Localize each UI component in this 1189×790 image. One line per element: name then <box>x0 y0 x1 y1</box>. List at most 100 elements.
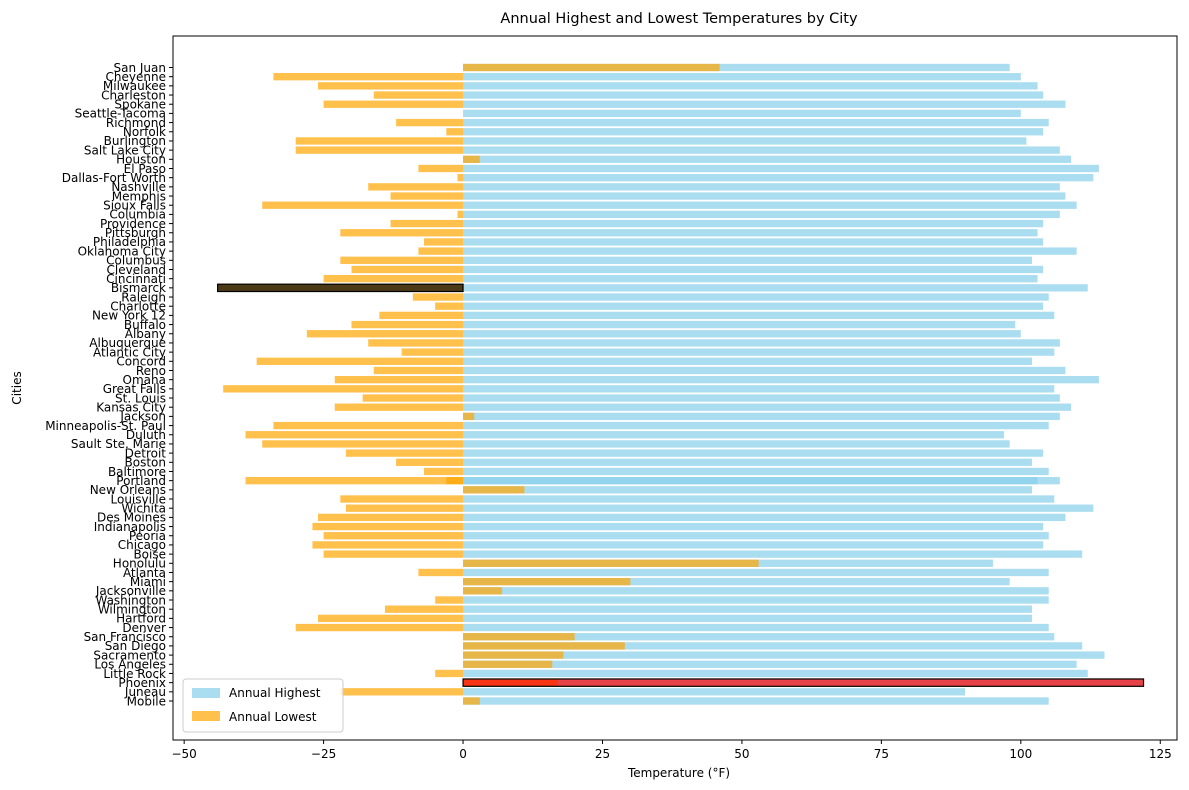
bar-annual-highest-atlanta <box>463 568 1049 577</box>
bar-annual-highest-omaha <box>463 375 1099 384</box>
y-tick-label: Chicago <box>118 538 166 552</box>
y-tick-label: Indianapolis <box>94 520 166 534</box>
bar-annual-lowest-minneapolis-st-paul <box>273 421 464 430</box>
bar-annual-highest-buffalo <box>463 320 1016 329</box>
bar-annual-lowest-portland <box>245 476 464 485</box>
bar-annual-highest-boise <box>463 550 1083 558</box>
y-tick-label: Houston <box>116 153 166 167</box>
bar-annual-lowest-honolulu <box>463 559 759 567</box>
y-tick-label: Portland <box>116 474 166 488</box>
bar-annual-highest-cheyenne <box>463 73 1021 81</box>
legend-frame <box>182 678 344 733</box>
bar-annual-lowest-detroit <box>345 449 464 457</box>
bar-annual-lowest-louisville <box>340 495 464 503</box>
bar-annual-lowest-philadelphia <box>424 238 464 246</box>
highlight-bar-phoenix <box>462 678 1145 687</box>
bar-annual-highest-wilmington <box>463 605 1032 613</box>
bar-annual-highest-kansas-city <box>463 403 1072 411</box>
bar-annual-highest-jackson <box>463 412 1060 421</box>
bar-annual-highest-raleigh <box>463 293 1049 301</box>
bar-annual-lowest-pittsburgh <box>340 229 464 237</box>
bar-annual-lowest-cleveland <box>351 265 464 274</box>
y-tick-label: Concord <box>116 355 166 369</box>
bar-annual-lowest-peoria <box>323 532 464 540</box>
bar-annual-highest-washington <box>463 596 1049 604</box>
y-tick-label: Buffalo <box>124 318 166 332</box>
y-tick-label: Omaha <box>123 373 166 387</box>
bar-annual-highest-baltimore <box>463 467 1049 476</box>
bar-annual-lowest-norfolk <box>446 128 464 136</box>
bar-annual-highest-albany <box>463 330 1021 338</box>
x-tick-label: 100 <box>1009 747 1032 761</box>
y-tick-label: Boston <box>125 456 166 470</box>
bar-annual-lowest-denver <box>295 623 464 632</box>
bar-annual-highest-atlantic-city <box>463 348 1055 356</box>
bar-annual-highest-spokane <box>463 100 1066 108</box>
y-tick-label: Pittsburgh <box>105 226 166 240</box>
y-tick-label: Philadelphia <box>93 235 166 249</box>
y-tick-label: Burlington <box>104 134 166 148</box>
y-tick-label: San Diego <box>105 639 166 653</box>
y-tick-label: Little Rock <box>103 667 166 681</box>
bar-annual-lowest-kansas-city <box>334 403 464 411</box>
plot-frame <box>172 35 1178 741</box>
y-tick-label: Bismarck <box>111 281 166 295</box>
y-tick-label: Sioux Falls <box>103 199 166 213</box>
bar-annual-highest-boston <box>463 458 1032 466</box>
bar-annual-lowest-sioux-falls <box>262 201 464 209</box>
y-tick-label: Duluth <box>126 428 166 442</box>
legend: Annual Highest Annual Lowest <box>182 678 344 733</box>
bar-annual-lowest-buffalo <box>351 320 464 329</box>
bar-annual-lowest-washington <box>435 596 464 604</box>
y-tick-label: Boise <box>133 547 166 561</box>
bar-annual-highest-minneapolis-st-paul <box>463 421 1049 430</box>
bar-annual-lowest-great-falls <box>223 385 464 393</box>
bar-annual-lowest-salt-lake-city <box>295 146 464 154</box>
y-tick-label: Jackson <box>119 410 166 424</box>
bar-annual-highest-st-louis <box>463 394 1060 402</box>
y-tick-label: New Orleans <box>90 483 166 497</box>
y-tick-label: Hartford <box>116 612 166 626</box>
bar-annual-lowest-sault-ste-marie <box>262 440 464 448</box>
bar-annual-lowest-new-orleans <box>463 486 525 494</box>
bar-annual-lowest-charleston <box>373 91 464 99</box>
bar-annual-highest-miami <box>463 577 1010 586</box>
bar-annual-lowest-omaha <box>334 375 464 384</box>
bar-annual-lowest-memphis <box>390 192 464 200</box>
bar-annual-lowest-atlantic-city <box>401 348 464 356</box>
bar-annual-lowest-los-angeles <box>463 660 553 668</box>
y-tick-label: San Francisco <box>84 630 166 644</box>
bar-annual-lowest-raleigh <box>412 293 464 301</box>
legend-swatch-annual-lowest <box>192 711 220 721</box>
y-tick-label: Dallas-Fort Worth <box>62 171 166 185</box>
bar-annual-lowest-hartford <box>318 614 464 623</box>
x-tick-label: −50 <box>171 747 196 761</box>
bar-annual-highest-louisville <box>463 495 1055 503</box>
x-tick-label: 0 <box>459 747 467 761</box>
bar-annual-lowest-baltimore <box>424 467 464 476</box>
bar-annual-highest-concord <box>463 357 1032 365</box>
bar-annual-lowest-jackson <box>463 412 475 421</box>
bar-annual-lowest-spokane <box>323 100 464 108</box>
bar-annual-highest-los-angeles <box>463 660 1077 668</box>
bar-annual-lowest-boston <box>396 458 464 466</box>
bar-annual-highest-detroit <box>463 449 1044 457</box>
bar-annual-lowest-reno <box>373 366 464 375</box>
bar-annual-lowest-miami <box>463 577 631 586</box>
y-tick-label: Reno <box>136 364 166 378</box>
bar-annual-lowest-juneau <box>340 688 464 696</box>
bar-annual-lowest-jacksonville <box>463 587 503 595</box>
bar-annual-lowest-oklahoma-city <box>418 247 464 255</box>
bar-annual-highest-burlington <box>463 137 1027 145</box>
bar-annual-highest-el-paso <box>463 164 1099 173</box>
bar-annual-lowest-richmond <box>396 118 464 127</box>
bar-annual-highest-indianapolis <box>463 522 1044 531</box>
bar-annual-lowest-providence <box>390 219 464 228</box>
x-tick-label: 125 <box>1149 747 1172 761</box>
bar-annual-highest-nashville <box>463 183 1060 191</box>
y-tick-label: Columbia <box>109 208 166 222</box>
bar-annual-lowest-el-paso <box>418 164 464 173</box>
bar-annual-lowest-san-juan <box>463 63 720 72</box>
axes-layer: −50 −25 0 25 50 75 100 125 MobileJuneauPhoenixLi… <box>45 35 1178 761</box>
